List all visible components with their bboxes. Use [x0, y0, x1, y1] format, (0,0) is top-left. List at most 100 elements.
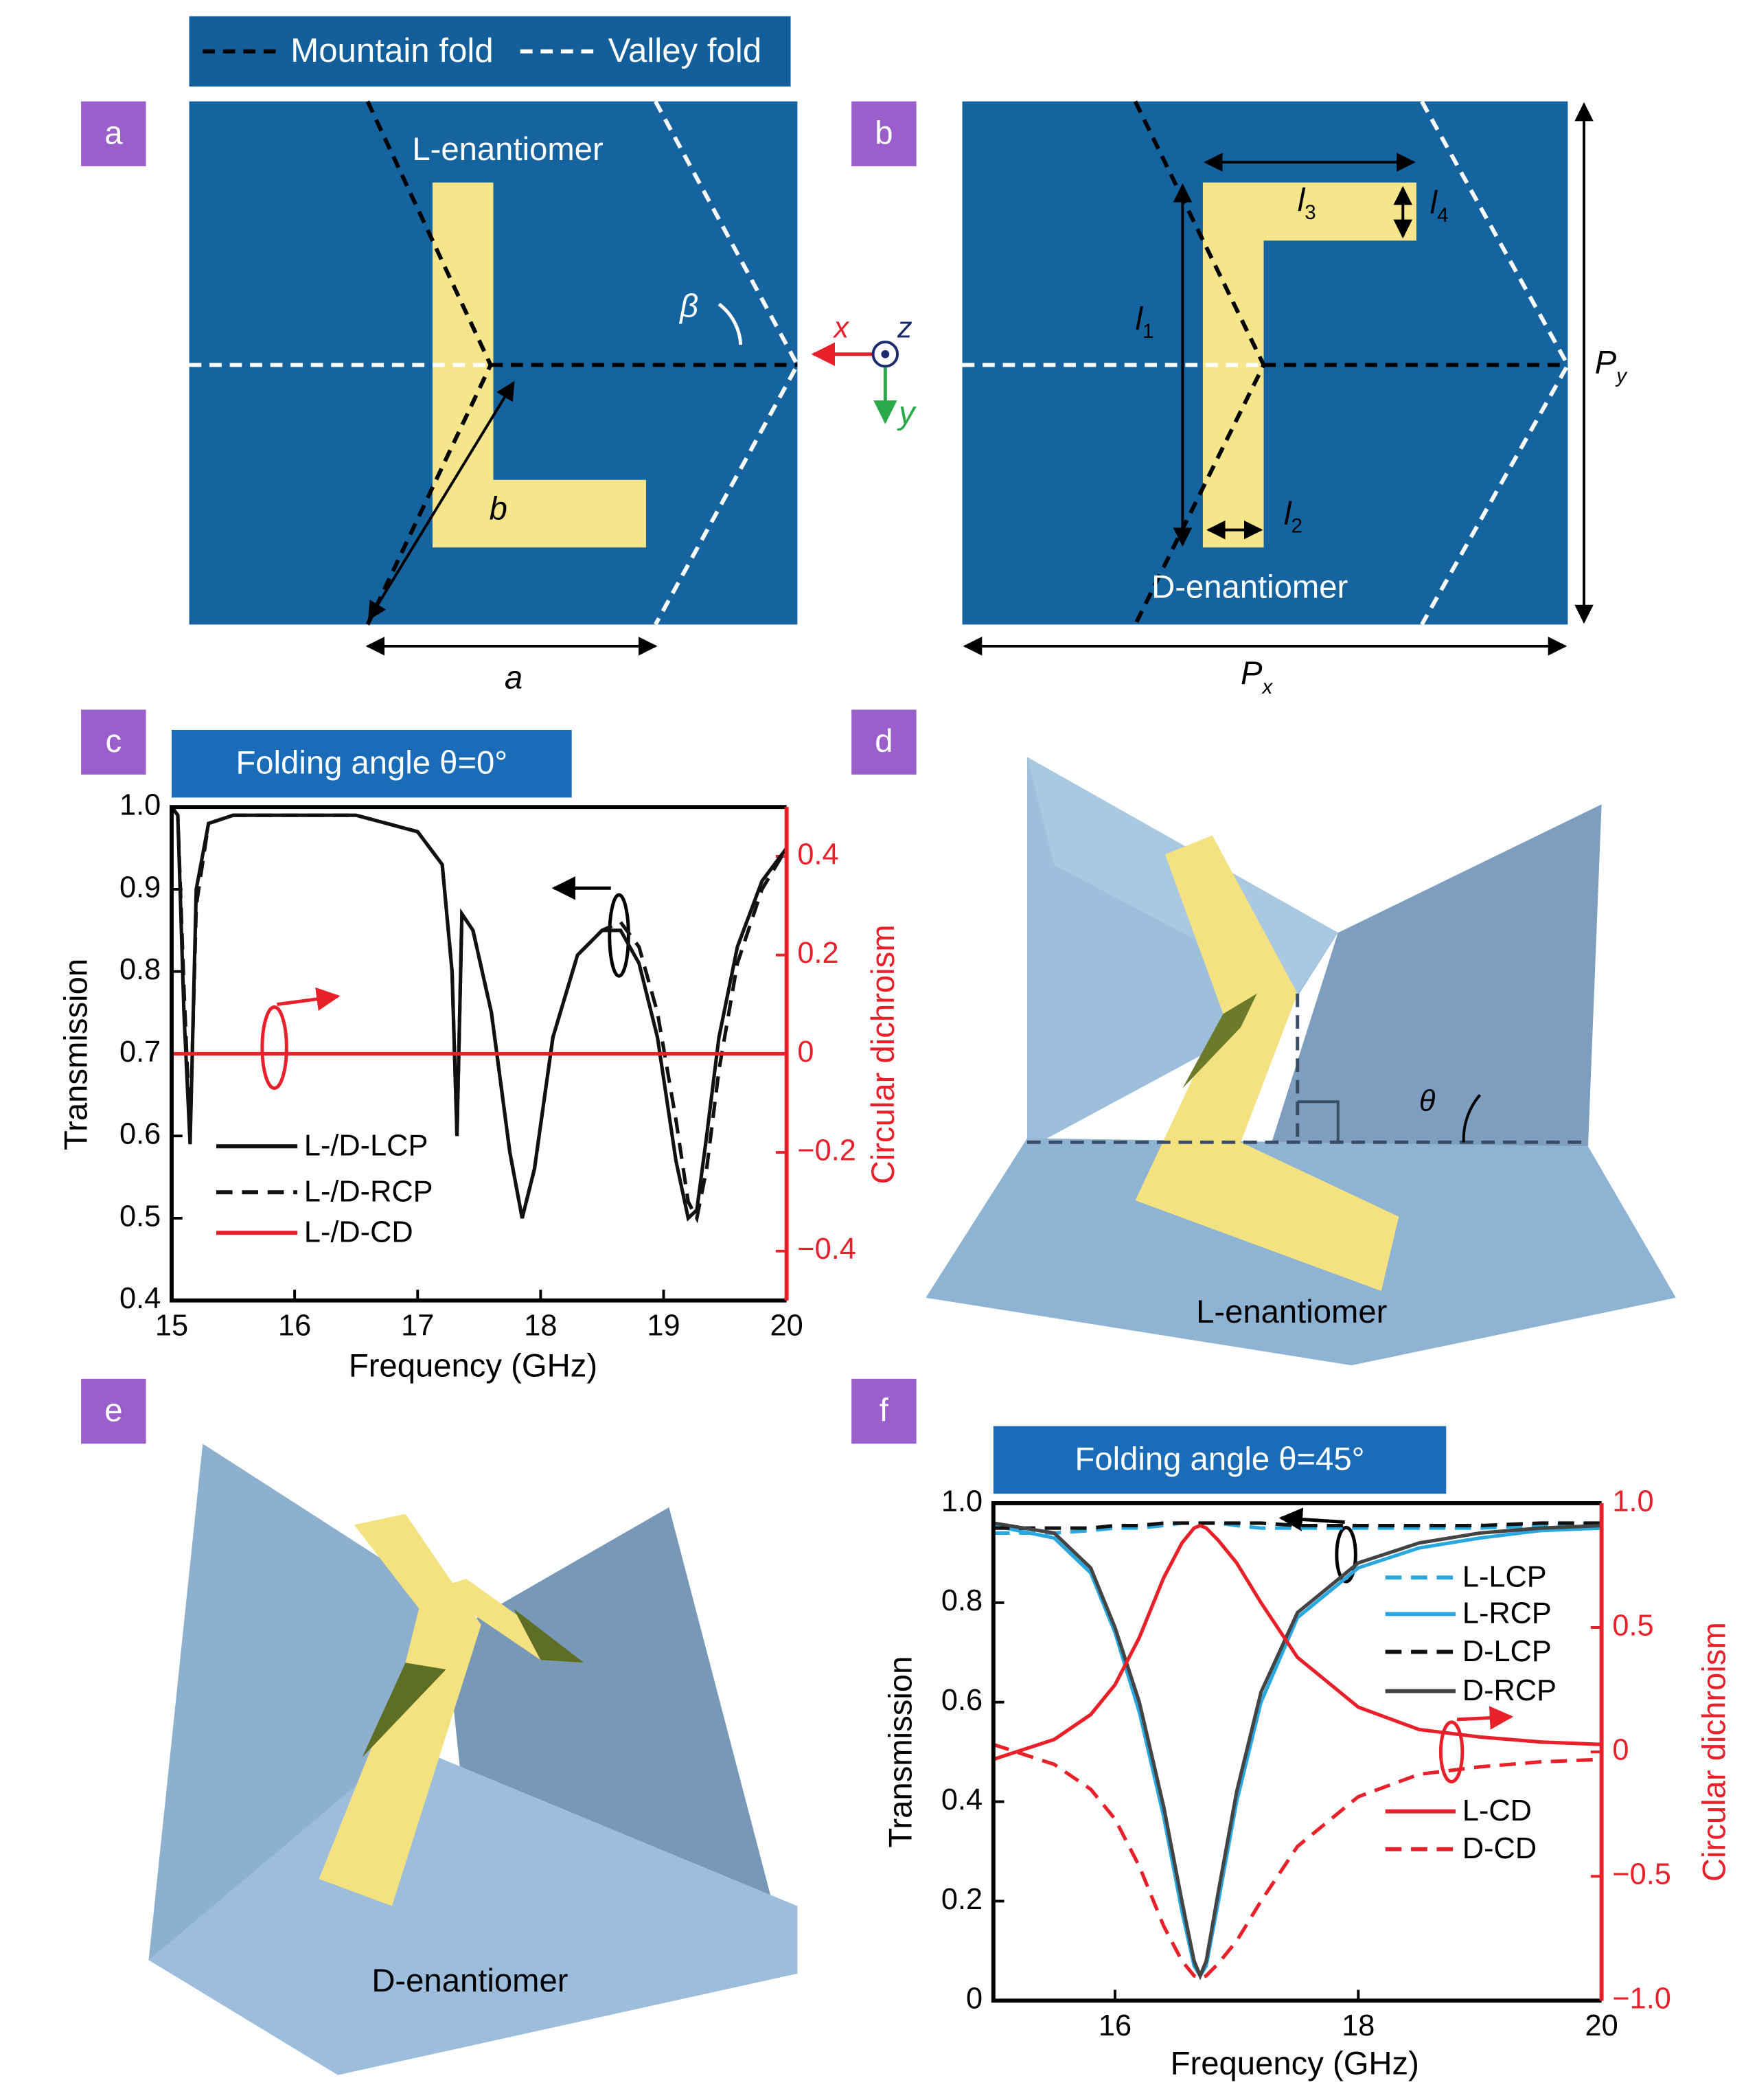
- symbol: l: [1136, 301, 1144, 338]
- subscript: x: [1261, 676, 1274, 698]
- chart-f-annotations: [1278, 1507, 1514, 1783]
- fold-legend: Mountain fold Valley fold: [189, 16, 791, 87]
- y-axis-label: Transmission: [58, 959, 95, 1150]
- dim-px: Px: [1241, 656, 1274, 698]
- axes-glyph: x z y: [811, 312, 917, 431]
- panel-label: c: [106, 723, 122, 760]
- axis-frame: [170, 805, 787, 1303]
- symbol: P: [1241, 656, 1263, 692]
- right-angle: [1297, 1100, 1340, 1143]
- z-axis-dot: [881, 350, 890, 358]
- y-axis-label: y: [897, 395, 917, 431]
- y-tick-label: 0.2: [941, 1883, 983, 1916]
- y2-tick-label: 0.4: [797, 838, 838, 871]
- x-tick-label: 20: [770, 1309, 803, 1342]
- dim-l2: l2: [1284, 496, 1302, 537]
- legend-label: L-RCP: [1462, 1597, 1552, 1630]
- dimension-labels: l1 l3 l4 l2 Py Px: [1136, 183, 1629, 698]
- panel-label: d: [875, 723, 893, 760]
- mountain-label: Mountain fold: [290, 32, 493, 69]
- legend-label: L-/D-LCP: [304, 1130, 428, 1163]
- legend-label: D-RCP: [1462, 1674, 1557, 1707]
- series-line: [993, 1742, 1602, 1981]
- resonator-shadow: [514, 1608, 584, 1663]
- unit-cell: [962, 101, 1568, 625]
- panel-label: b: [875, 115, 893, 151]
- legend-label: D-CD: [1462, 1832, 1537, 1865]
- symbol: l: [1298, 183, 1306, 219]
- x-tick-label: 18: [524, 1309, 557, 1342]
- subscript: 3: [1305, 201, 1316, 224]
- resonator-shadow: [1182, 993, 1257, 1088]
- y2-tick-label: 0.5: [1612, 1609, 1653, 1642]
- legend-box: [189, 16, 791, 87]
- dim-py: Py: [1595, 345, 1629, 387]
- x-tick-label: 15: [155, 1309, 188, 1342]
- panel-label: a: [104, 115, 123, 151]
- chart-title: Folding angle θ=0°: [236, 745, 507, 781]
- y2-tick-label: −0.4: [797, 1233, 855, 1266]
- x-tick-label: 16: [1099, 2009, 1132, 2042]
- subscript: 1: [1142, 320, 1153, 343]
- x-axis-label: Frequency (GHz): [349, 1348, 597, 1384]
- wing: [148, 1744, 798, 2075]
- legend-label: L-LCP: [1462, 1561, 1547, 1594]
- y-tick-label: 0.4: [941, 1783, 983, 1816]
- dim-l1: l1: [1136, 301, 1154, 343]
- legend-label: L-/D-RCP: [304, 1176, 433, 1209]
- beta: β: [678, 288, 698, 324]
- enantiomer-label: L-enantiomer: [1196, 1294, 1387, 1330]
- y2-tick-label: 0: [1612, 1734, 1629, 1767]
- axis-pointer: [260, 1005, 288, 1091]
- dim-arrow: [367, 380, 515, 621]
- axis-pointer: [1456, 1706, 1514, 1730]
- axis-pointer: [1438, 1720, 1465, 1783]
- x-tick-label: 16: [278, 1309, 311, 1342]
- resonator-shadow: [362, 1663, 446, 1757]
- mountain-fold: [365, 100, 798, 626]
- y-tick-label: 0.9: [119, 871, 161, 904]
- y-tick-label: 1.0: [941, 1485, 983, 1518]
- y2-tick-label: −1.0: [1612, 1983, 1670, 2016]
- y-tick-label: 1.0: [119, 789, 161, 822]
- angle-arc: [717, 302, 743, 345]
- guide-line: [1027, 993, 1588, 1144]
- series-line: [170, 806, 788, 1224]
- angle-arc: [1462, 1094, 1481, 1143]
- panel-label: e: [104, 1393, 122, 1429]
- resonator: [1135, 835, 1399, 1291]
- valley-fold: [189, 100, 800, 626]
- valley-label: Valley fold: [608, 32, 761, 69]
- panel-b: l1 l3 l4 l2 Py Px D-enantiomer: [962, 100, 1629, 698]
- y2-tick-label: −0.2: [797, 1134, 855, 1167]
- dim-b: b: [490, 491, 507, 527]
- y-tick-label: 0.6: [941, 1684, 983, 1717]
- symbol: l: [1284, 496, 1292, 532]
- x-axis-label: Frequency (GHz): [1171, 2045, 1419, 2081]
- y2-tick-label: −0.5: [1612, 1858, 1670, 1891]
- wing: [1270, 804, 1602, 1147]
- symbol: l: [1430, 185, 1438, 222]
- title-box: [171, 729, 572, 798]
- label-box: [81, 1378, 146, 1444]
- valley-fold: [962, 100, 1570, 626]
- axis-pointer: [1278, 1507, 1345, 1531]
- y2-tick-label: 0: [797, 1036, 814, 1069]
- y-tick-label: 0.8: [119, 953, 161, 986]
- y2-tick-label: 0.2: [797, 937, 838, 970]
- dim-l3: l3: [1298, 183, 1316, 224]
- title-box: [993, 1426, 1447, 1494]
- axis-pointer: [1335, 1525, 1357, 1584]
- y-tick-label: 0: [966, 1983, 983, 2016]
- y-tick-label: 0.4: [119, 1282, 161, 1315]
- axis-pointer: [277, 987, 341, 1011]
- label-box: [81, 101, 146, 167]
- x-tick-label: 20: [1585, 2009, 1618, 2042]
- subscript: 4: [1437, 204, 1448, 227]
- legend-label: L-/D-CD: [304, 1216, 413, 1249]
- symbol: P: [1595, 345, 1617, 381]
- panel-label: f: [880, 1393, 889, 1429]
- y-axis-label: Transmission: [882, 1656, 919, 1848]
- dim-l4: l4: [1430, 185, 1449, 227]
